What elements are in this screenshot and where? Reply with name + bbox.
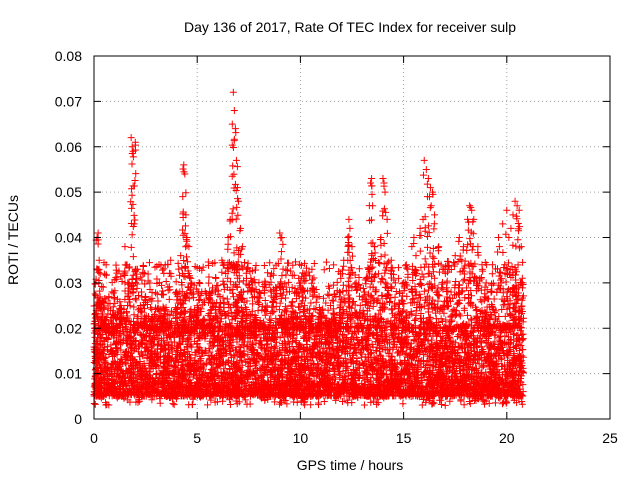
data-point [271,398,279,406]
data-point [91,400,99,408]
data-point [422,331,430,339]
grid-layer [94,56,610,419]
data-point [441,401,449,409]
data-point [137,349,145,357]
data-point [204,401,212,409]
data-point [419,350,427,358]
data-point [243,400,251,408]
data-point [462,348,470,356]
data-point [481,400,489,408]
data-point [314,399,322,407]
data-point [457,396,465,404]
chart-title: Day 136 of 2017, Rate Of TEC Index for r… [184,19,516,35]
data-point [509,330,517,338]
data-point [226,401,234,409]
data-point [351,370,359,378]
data-point [169,400,177,408]
data-point [518,398,526,406]
data-point [360,401,368,409]
data-point [307,401,315,409]
data-point [519,346,527,354]
data-point [170,401,178,409]
data-point [374,399,382,407]
data-point [320,397,328,405]
data-point [479,346,487,354]
data-point [475,360,483,368]
data-point [245,363,253,371]
data-point [188,401,196,409]
data-point [501,332,509,340]
data-points [90,88,527,409]
data-point [399,400,407,408]
data-point [491,399,499,407]
data-point [339,398,347,406]
data-point [460,401,468,409]
